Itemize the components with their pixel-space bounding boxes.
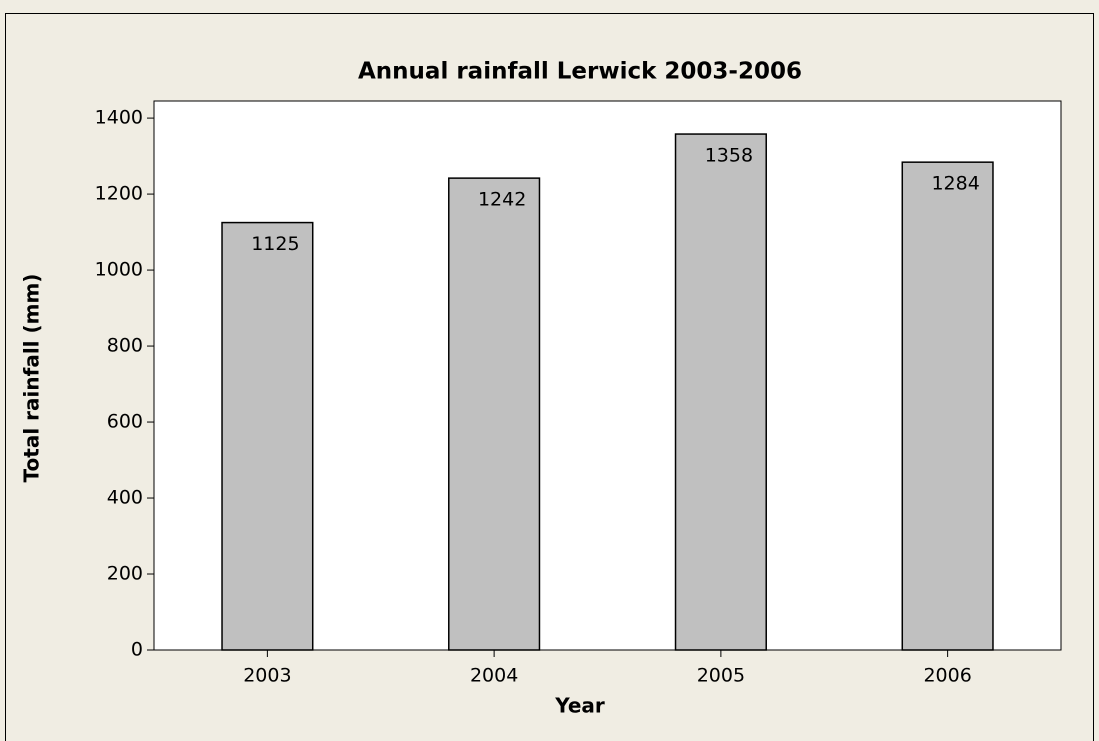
y-axis-label: Total rainfall (mm)	[20, 274, 44, 483]
x-tick-label: 2006	[923, 665, 971, 687]
x-tick-label: 2003	[243, 665, 291, 687]
y-tick-label: 400	[107, 487, 143, 509]
data-label: 1242	[478, 189, 526, 211]
bar	[901, 161, 994, 651]
y-tick-label: 200	[107, 563, 143, 585]
y-tick-label: 1400	[95, 107, 143, 129]
y-tick-label: 600	[107, 411, 143, 433]
chart-title: Annual rainfall Lerwick 2003-2006	[358, 59, 802, 85]
x-axis-label: Year	[554, 694, 605, 718]
y-tick-label: 1000	[95, 259, 143, 281]
bar	[448, 177, 541, 651]
y-tick-label: 1200	[95, 183, 143, 205]
x-tick-label: 2005	[697, 665, 745, 687]
x-tick-label: 2004	[470, 665, 518, 687]
y-tick-label: 0	[131, 639, 143, 661]
bar	[674, 133, 767, 651]
bar	[221, 221, 314, 651]
data-label: 1284	[931, 173, 979, 195]
y-tick-label: 800	[107, 335, 143, 357]
data-label: 1358	[705, 145, 753, 167]
data-label: 1125	[251, 233, 299, 255]
